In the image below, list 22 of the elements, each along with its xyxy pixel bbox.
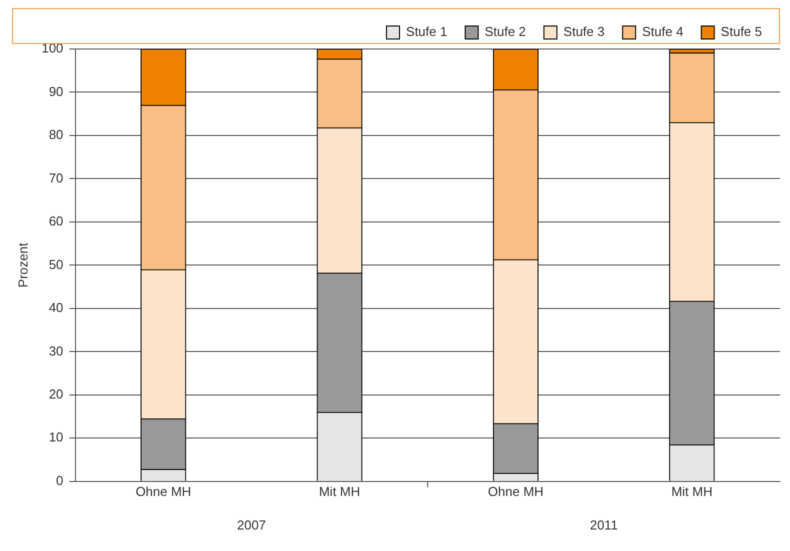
legend-label: Stufe 1 bbox=[406, 24, 448, 40]
y-tick-label: 70 bbox=[48, 170, 64, 186]
y-tick-label: 90 bbox=[48, 84, 64, 99]
y-tick-label: 80 bbox=[48, 127, 64, 142]
legend-label: Stufe 2 bbox=[484, 24, 526, 40]
x-tick-label: Mit MH bbox=[671, 484, 712, 499]
y-tick-label: 10 bbox=[48, 430, 64, 445]
x-tick-label: Mit MH bbox=[318, 484, 360, 499]
y-axis-title: Prozent bbox=[15, 242, 30, 288]
legend-label: Stufe 3 bbox=[563, 24, 605, 40]
text: 2011 bbox=[590, 517, 618, 532]
x-tick-label: Ohne MH bbox=[136, 484, 192, 499]
legend-label: Stufe 4 bbox=[642, 24, 684, 40]
x-tick-label: Ohne MH bbox=[488, 484, 544, 499]
y-tick-label: 50 bbox=[48, 256, 64, 272]
y-tick-label: 30 bbox=[48, 343, 64, 358]
y-tick-label: 0 bbox=[56, 472, 64, 488]
text: 2007 bbox=[237, 517, 266, 532]
y-tick-label: 60 bbox=[48, 214, 64, 229]
y-tick-label: 20 bbox=[48, 386, 64, 402]
legend-label: Stufe 5 bbox=[720, 24, 762, 40]
y-tick-label: 40 bbox=[48, 300, 64, 316]
